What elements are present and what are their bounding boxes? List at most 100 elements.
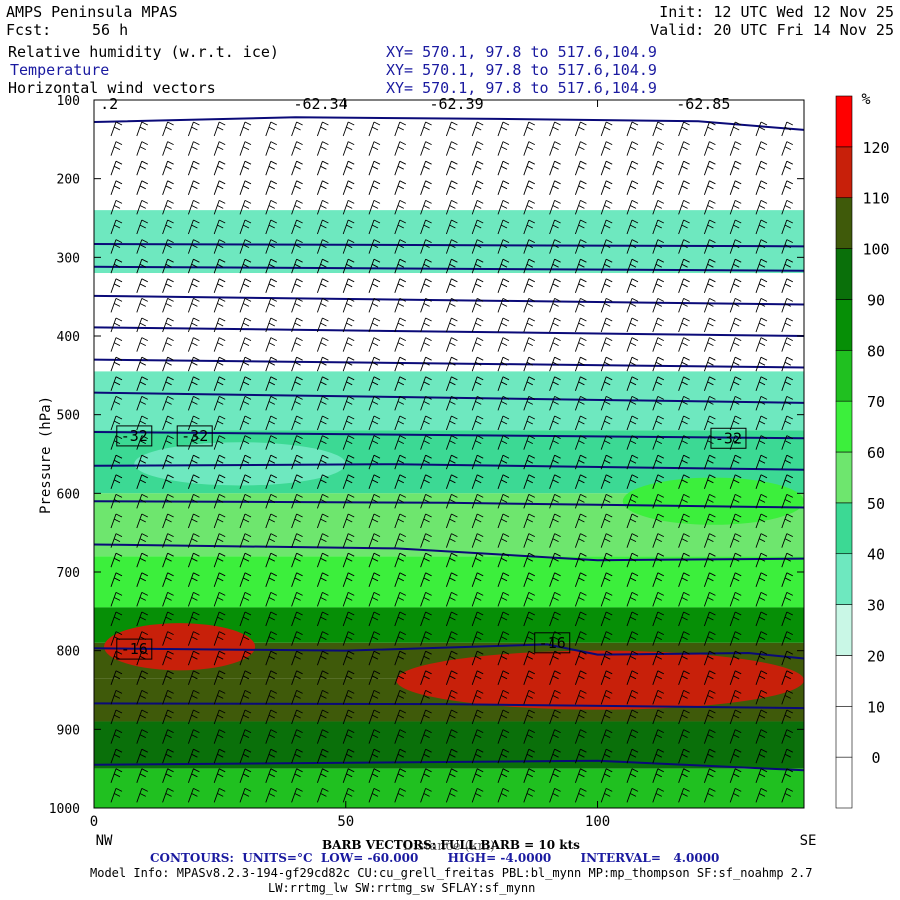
wind-barb [678, 219, 690, 235]
wind-barb [600, 474, 613, 489]
wind-barb [755, 278, 768, 293]
wind-barb [291, 121, 303, 137]
wind-barb [600, 709, 613, 725]
wind-barb [213, 278, 226, 293]
wind-barb [574, 395, 587, 411]
wind-barb [394, 121, 407, 137]
wind-barb [600, 317, 613, 333]
wind-barb [574, 670, 587, 685]
wind-barb [471, 493, 484, 509]
wind-barb [781, 415, 794, 431]
wind-barb [703, 395, 716, 411]
wind-barb [420, 552, 432, 568]
wind-barb [445, 395, 458, 411]
contour-label-text: -62.34 [294, 95, 348, 113]
wind-barb [703, 552, 716, 568]
wind-barb [471, 141, 484, 156]
wind-barb [703, 415, 716, 431]
colorbar-level-label: 30 [867, 597, 885, 615]
y-tick-label: 200 [57, 173, 80, 188]
colorbar-swatch [835, 400, 853, 453]
wind-barb [394, 337, 407, 352]
wind-barb [678, 376, 690, 391]
wind-barb [265, 239, 278, 254]
wind-barb [755, 670, 768, 685]
wind-barb [445, 670, 458, 685]
wind-barb [471, 533, 484, 548]
rh-band-1 [94, 210, 804, 274]
wind-barb [781, 356, 794, 372]
wind-barb [110, 160, 123, 176]
wind-barb [703, 239, 716, 254]
wind-barb [162, 160, 174, 176]
wind-barb [626, 121, 639, 137]
wind-barb [342, 239, 355, 254]
wind-barb [781, 258, 794, 274]
wind-barb [265, 533, 278, 548]
colorbar-swatch [835, 756, 853, 809]
wind-barb [239, 552, 252, 568]
wind-barb [368, 141, 381, 156]
wind-barb [729, 395, 742, 411]
colorbar-level-label: 110 [862, 190, 889, 208]
rh-patch-2 [134, 442, 346, 486]
wind-barb [626, 297, 639, 313]
wind-barb [703, 611, 716, 627]
model-title: AMPS Peninsula MPAS [6, 3, 178, 21]
wind-barb [755, 180, 768, 195]
wind-barb [445, 278, 458, 293]
wind-barb [420, 180, 432, 195]
wind-barb [652, 297, 665, 313]
wind-barb [291, 297, 303, 313]
wind-barb [549, 415, 561, 431]
wind-barb [781, 572, 794, 587]
wind-barb [755, 631, 768, 646]
wind-barb [445, 787, 458, 803]
wind-barb [703, 729, 716, 744]
wind-barb [342, 199, 355, 215]
wind-barb [187, 709, 200, 725]
wind-barb [471, 160, 484, 176]
wind-barb [729, 180, 742, 195]
wind-barb [291, 356, 303, 372]
wind-barb [445, 121, 458, 137]
wind-barb [626, 748, 639, 764]
wind-barb [291, 748, 303, 764]
wind-barb [703, 317, 716, 333]
wind-barb [342, 474, 355, 489]
temperature-contour-11 [93, 643, 805, 660]
wind-barb [523, 180, 536, 195]
wind-barb [445, 239, 458, 254]
wind-barb [600, 278, 613, 293]
wind-barb [678, 395, 690, 411]
wind-barb [652, 121, 665, 137]
wind-barb [136, 317, 149, 333]
temperature-contour-10 [93, 543, 805, 562]
wind-barb [420, 572, 432, 587]
wind-barb [316, 415, 329, 431]
wind-barb [600, 454, 613, 470]
wind-barb [368, 180, 381, 195]
wind-barb [703, 258, 716, 274]
wind-barb [291, 317, 303, 333]
wind-barb [213, 748, 226, 764]
wind-barb [110, 121, 123, 137]
wind-barb [136, 278, 149, 293]
wind-barb [187, 141, 200, 156]
wind-barb [265, 552, 278, 568]
wind-barb [265, 611, 278, 627]
wind-barb [162, 258, 174, 274]
wind-barb [755, 219, 768, 235]
wind-barb [729, 454, 742, 470]
wind-barb [420, 121, 432, 137]
wind-barb [136, 709, 149, 725]
wind-barb [678, 787, 690, 803]
wind-barb [626, 709, 639, 725]
contour-label-box [176, 425, 213, 447]
wind-barb [394, 180, 407, 195]
wind-barb [162, 748, 174, 764]
temperature-contour-4 [93, 326, 805, 337]
wind-barb [652, 689, 665, 705]
wind-barb [265, 709, 278, 725]
wind-barb [342, 768, 355, 783]
